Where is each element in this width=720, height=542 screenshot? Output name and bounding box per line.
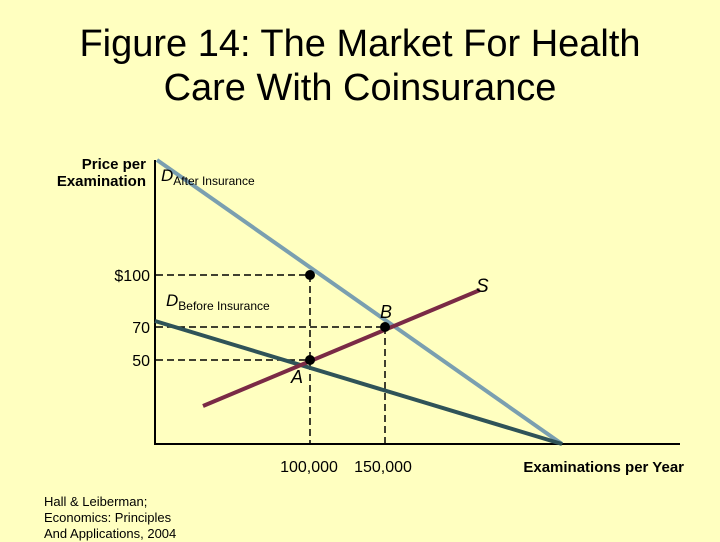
source-line-3: And Applications, 2004 [44, 526, 177, 541]
demand-after-subscript: After Insurance [173, 174, 255, 188]
supply-curve [202, 288, 481, 408]
y-tick-50: 50 [132, 353, 150, 370]
demand-after-insurance-curve [155, 158, 564, 446]
title-line-1: Figure 14: The Market For Health [79, 23, 641, 65]
x-tick-150000: 150,000 [354, 459, 412, 476]
demand-after-label: DAfter Insurance [161, 166, 255, 188]
point-b-label: B [380, 302, 392, 322]
point-a [305, 355, 315, 365]
point-b [380, 322, 390, 332]
y-tick-100: $100 [114, 268, 150, 285]
title-line-2: Care With Coinsurance [163, 67, 557, 109]
x-tick-100000: 100,000 [280, 459, 338, 476]
source-citation: Hall & Leiberman; Economics: Principles … [44, 494, 244, 542]
source-line-2: Economics: Principles [44, 510, 172, 525]
y-tick-70: 70 [132, 320, 150, 337]
y-axis-label: Price per Examination [20, 156, 146, 190]
x-axis-label: Examinations per Year [523, 459, 684, 476]
y-axis-label-line-2: Examination [56, 173, 146, 190]
y-axis-label-line-1: Price per [81, 156, 146, 173]
source-line-1: Hall & Leiberman; [44, 494, 148, 509]
figure-title: Figure 14: The Market For Health Care Wi… [0, 22, 720, 110]
demand-before-label: DBefore Insurance [166, 291, 270, 313]
point-top [305, 270, 315, 280]
demand-before-subscript: Before Insurance [178, 299, 270, 313]
supply-label: S [476, 276, 489, 297]
point-a-label: A [290, 367, 303, 387]
demand-before-insurance-curve [154, 319, 563, 446]
